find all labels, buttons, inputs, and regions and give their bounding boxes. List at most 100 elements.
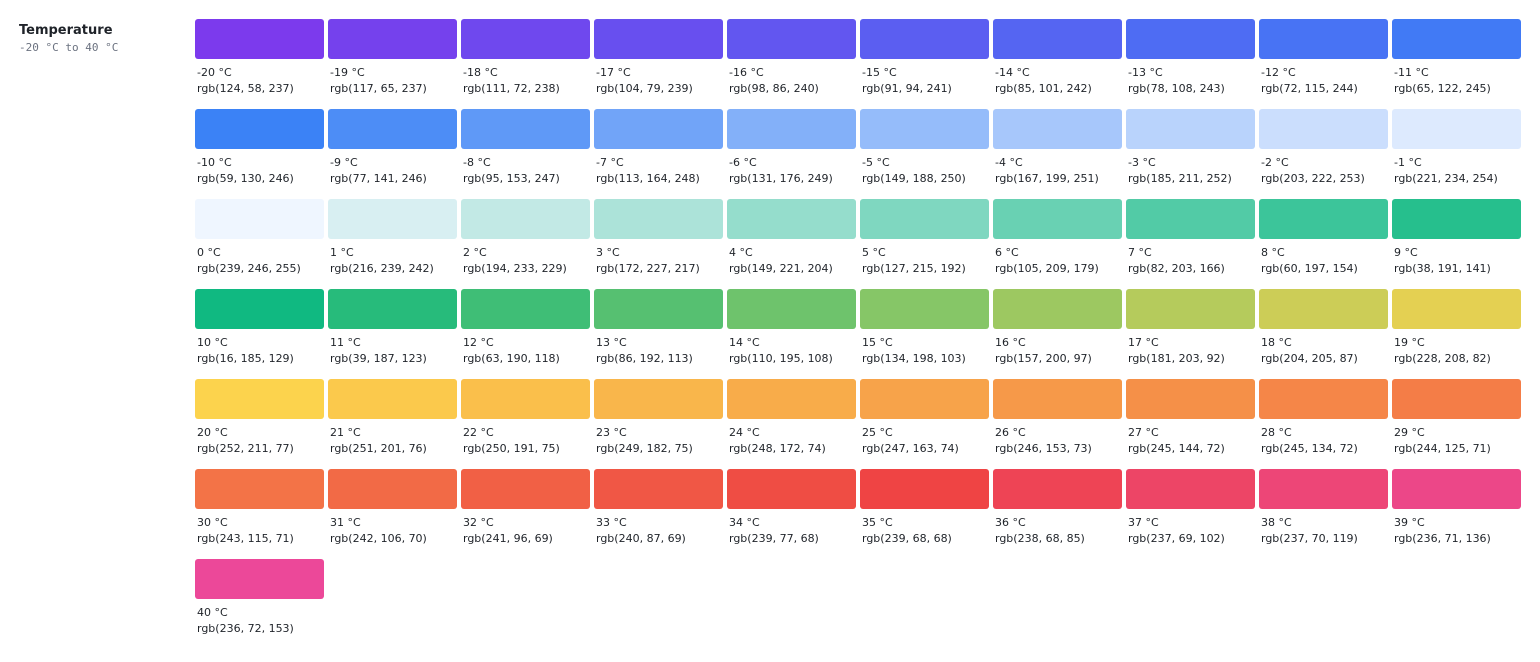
swatch-rgb-value: rgb(245, 134, 72) [1261, 442, 1358, 455]
color-swatch[interactable] [1392, 289, 1521, 329]
color-swatch[interactable] [195, 469, 324, 509]
color-swatch[interactable] [461, 109, 590, 149]
color-swatch[interactable] [993, 469, 1122, 509]
color-swatch[interactable] [860, 19, 989, 59]
swatch-card: -19 °C rgb(117, 65, 237) [328, 19, 457, 100]
color-swatch[interactable] [195, 559, 324, 599]
swatch-temperature-label: 12 °C [463, 336, 494, 349]
color-swatch[interactable] [328, 289, 457, 329]
swatch-card: 18 °C rgb(204, 205, 87) [1259, 289, 1388, 370]
color-swatch[interactable] [993, 19, 1122, 59]
swatch-rgb-value: rgb(238, 68, 85) [995, 532, 1085, 545]
swatch-temperature-label: -18 °C [463, 66, 498, 79]
color-swatch[interactable] [1259, 109, 1388, 149]
swatch-temperature-label: -12 °C [1261, 66, 1296, 79]
color-swatch[interactable] [993, 199, 1122, 239]
swatch-rgb-value: rgb(249, 182, 75) [596, 442, 693, 455]
color-swatch[interactable] [461, 469, 590, 509]
color-swatch[interactable] [727, 469, 856, 509]
swatch-temperature-label: 0 °C [197, 246, 221, 259]
swatch-card: 29 °C rgb(244, 125, 71) [1392, 379, 1521, 460]
swatch-rgb-value: rgb(39, 187, 123) [330, 352, 427, 365]
color-swatch[interactable] [727, 289, 856, 329]
color-swatch[interactable] [727, 19, 856, 59]
swatch-rgb-value: rgb(72, 115, 244) [1261, 82, 1358, 95]
palette-range: -20 °C to 40 °C [19, 41, 119, 54]
color-swatch[interactable] [993, 289, 1122, 329]
swatch-temperature-label: -8 °C [463, 156, 491, 169]
swatch-rgb-value: rgb(98, 86, 240) [729, 82, 819, 95]
color-swatch[interactable] [461, 289, 590, 329]
swatch-rgb-value: rgb(124, 58, 237) [197, 82, 294, 95]
color-swatch[interactable] [594, 19, 723, 59]
color-swatch[interactable] [1392, 469, 1521, 509]
color-swatch[interactable] [727, 109, 856, 149]
color-swatch[interactable] [328, 109, 457, 149]
color-swatch[interactable] [195, 199, 324, 239]
color-swatch[interactable] [1259, 19, 1388, 59]
swatch-rgb-value: rgb(167, 199, 251) [995, 172, 1099, 185]
color-swatch[interactable] [195, 289, 324, 329]
swatch-temperature-label: 33 °C [596, 516, 627, 529]
swatch-card: 38 °C rgb(237, 70, 119) [1259, 469, 1388, 550]
color-swatch[interactable] [1126, 379, 1255, 419]
color-swatch[interactable] [328, 199, 457, 239]
color-swatch[interactable] [461, 379, 590, 419]
color-swatch[interactable] [1259, 199, 1388, 239]
color-swatch[interactable] [1259, 379, 1388, 419]
color-swatch[interactable] [860, 289, 989, 329]
color-swatch[interactable] [993, 379, 1122, 419]
swatch-rgb-value: rgb(110, 195, 108) [729, 352, 833, 365]
color-swatch[interactable] [860, 379, 989, 419]
color-swatch[interactable] [195, 379, 324, 419]
swatch-card: 3 °C rgb(172, 227, 217) [594, 199, 723, 280]
color-swatch[interactable] [727, 379, 856, 419]
color-swatch[interactable] [860, 469, 989, 509]
color-swatch[interactable] [993, 109, 1122, 149]
color-swatch[interactable] [1259, 469, 1388, 509]
color-swatch[interactable] [461, 19, 590, 59]
swatch-card: 21 °C rgb(251, 201, 76) [328, 379, 457, 460]
swatch-card: 28 °C rgb(245, 134, 72) [1259, 379, 1388, 460]
swatch-temperature-label: -14 °C [995, 66, 1030, 79]
color-swatch[interactable] [1392, 19, 1521, 59]
swatch-rgb-value: rgb(149, 221, 204) [729, 262, 833, 275]
swatch-card: 31 °C rgb(242, 106, 70) [328, 469, 457, 550]
swatch-rgb-value: rgb(38, 191, 141) [1394, 262, 1491, 275]
swatch-rgb-value: rgb(239, 68, 68) [862, 532, 952, 545]
color-swatch[interactable] [594, 199, 723, 239]
color-swatch[interactable] [594, 109, 723, 149]
color-swatch[interactable] [195, 19, 324, 59]
color-swatch[interactable] [727, 199, 856, 239]
color-swatch[interactable] [461, 199, 590, 239]
color-swatch[interactable] [594, 469, 723, 509]
swatch-temperature-label: 4 °C [729, 246, 753, 259]
swatch-temperature-label: 14 °C [729, 336, 760, 349]
swatch-temperature-label: 8 °C [1261, 246, 1285, 259]
swatch-rgb-value: rgb(247, 163, 74) [862, 442, 959, 455]
color-swatch[interactable] [1126, 199, 1255, 239]
swatch-temperature-label: 9 °C [1394, 246, 1418, 259]
color-swatch[interactable] [328, 19, 457, 59]
swatch-card: 34 °C rgb(239, 77, 68) [727, 469, 856, 550]
swatch-temperature-label: 26 °C [995, 426, 1026, 439]
swatch-rgb-value: rgb(134, 198, 103) [862, 352, 966, 365]
swatch-temperature-label: 40 °C [197, 606, 228, 619]
color-swatch[interactable] [860, 199, 989, 239]
color-swatch[interactable] [1259, 289, 1388, 329]
color-swatch[interactable] [1392, 109, 1521, 149]
color-swatch[interactable] [1126, 109, 1255, 149]
color-swatch[interactable] [594, 379, 723, 419]
color-swatch[interactable] [328, 469, 457, 509]
swatch-rgb-value: rgb(250, 191, 75) [463, 442, 560, 455]
color-swatch[interactable] [1126, 289, 1255, 329]
color-swatch[interactable] [328, 379, 457, 419]
color-swatch[interactable] [1126, 19, 1255, 59]
color-swatch[interactable] [1392, 379, 1521, 419]
color-swatch[interactable] [860, 109, 989, 149]
color-swatch[interactable] [1126, 469, 1255, 509]
color-swatch[interactable] [195, 109, 324, 149]
swatch-card: 30 °C rgb(243, 115, 71) [195, 469, 324, 550]
color-swatch[interactable] [1392, 199, 1521, 239]
color-swatch[interactable] [594, 289, 723, 329]
